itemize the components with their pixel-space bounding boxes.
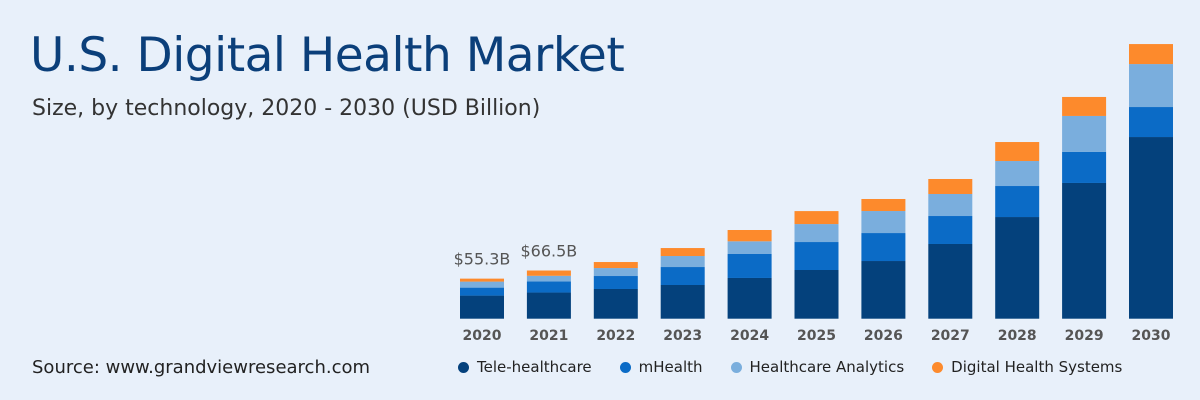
bar-segment-mhealth-2021 bbox=[526, 281, 571, 293]
bar-segment-healthcare-analytics-2020 bbox=[460, 281, 504, 288]
bar-segment-healthcare-analytics-2026 bbox=[861, 211, 906, 234]
bar-segment-tele-healthcare-2026 bbox=[861, 261, 906, 319]
chart-subtitle: Size, by technology, 2020 - 2030 (USD Bi… bbox=[32, 96, 541, 121]
x-tick-label: 2026 bbox=[864, 328, 903, 344]
bar-segment-digital-health-systems-2024 bbox=[727, 230, 772, 242]
legend-item: Digital Health Systems bbox=[932, 358, 1122, 376]
bar-segment-tele-healthcare-2023 bbox=[660, 285, 705, 319]
x-tick-label: 2024 bbox=[730, 328, 769, 344]
bar-segment-healthcare-analytics-2029 bbox=[1062, 115, 1107, 152]
x-tick-label: 2029 bbox=[1065, 328, 1104, 344]
bar-segment-healthcare-analytics-2028 bbox=[995, 161, 1040, 187]
bar-segment-mhealth-2025 bbox=[794, 242, 839, 271]
bar-segment-digital-health-systems-2023 bbox=[660, 248, 705, 257]
bar-segment-tele-healthcare-2027 bbox=[928, 243, 973, 319]
legend: Tele-healthcare mHealth Healthcare Analyti… bbox=[458, 358, 1150, 376]
bar-segment-tele-healthcare-2025 bbox=[794, 270, 839, 319]
data-label: $66.5B bbox=[521, 242, 578, 261]
bar-segment-mhealth-2028 bbox=[995, 186, 1040, 218]
bar-segment-tele-healthcare-2021 bbox=[526, 292, 571, 319]
bar-segment-digital-health-systems-2029 bbox=[1062, 96, 1107, 116]
x-tick-label: 2020 bbox=[463, 328, 502, 344]
x-tick-label: 2027 bbox=[931, 328, 970, 344]
bar-segment-tele-healthcare-2028 bbox=[995, 217, 1040, 319]
bar-segment-mhealth-2023 bbox=[660, 267, 705, 286]
legend-dot-icon bbox=[619, 361, 631, 373]
bar-segment-healthcare-analytics-2022 bbox=[593, 268, 638, 277]
bar-segment-mhealth-2020 bbox=[460, 287, 504, 296]
bar-segment-digital-health-systems-2025 bbox=[794, 211, 839, 225]
bar-segment-digital-health-systems-2021 bbox=[526, 270, 571, 276]
bar-segment-mhealth-2026 bbox=[861, 233, 906, 262]
legend-dot-icon bbox=[458, 361, 469, 373]
bar-segment-tele-healthcare-2024 bbox=[727, 277, 772, 319]
legend-dot-icon bbox=[932, 361, 944, 373]
x-tick-label: 2025 bbox=[797, 328, 836, 344]
bar-segment-healthcare-analytics-2024 bbox=[727, 241, 772, 254]
legend-dot-icon bbox=[730, 361, 742, 373]
bar-segment-mhealth-2024 bbox=[727, 253, 772, 278]
legend-item: mHealth bbox=[619, 358, 703, 376]
source-text: Source: www.grandviewresearch.com bbox=[32, 357, 371, 378]
bar-segment-tele-healthcare-2030 bbox=[1129, 137, 1173, 319]
x-tick-label: 2021 bbox=[529, 328, 568, 344]
bar-segment-tele-healthcare-2020 bbox=[460, 295, 504, 319]
bar-segment-healthcare-analytics-2027 bbox=[928, 193, 973, 217]
legend-label: Digital Health Systems bbox=[951, 358, 1123, 376]
chart-title: U.S. Digital Health Market bbox=[30, 28, 625, 83]
bar-segment-digital-health-systems-2022 bbox=[593, 262, 638, 269]
bar-segment-tele-healthcare-2029 bbox=[1062, 182, 1107, 319]
data-label: $55.3B bbox=[454, 250, 511, 269]
bar-segment-mhealth-2022 bbox=[593, 276, 638, 289]
x-tick-label: 2023 bbox=[663, 328, 702, 344]
bar-segment-mhealth-2030 bbox=[1129, 107, 1173, 138]
bar-segment-digital-health-systems-2030 bbox=[1129, 44, 1173, 65]
bar-segment-tele-healthcare-2022 bbox=[593, 288, 638, 319]
legend-label: Tele-healthcare bbox=[477, 358, 592, 376]
bar-segment-healthcare-analytics-2025 bbox=[794, 224, 839, 243]
x-tick-label: 2028 bbox=[998, 328, 1037, 344]
bar-segment-mhealth-2029 bbox=[1062, 151, 1107, 183]
legend-label: mHealth bbox=[638, 358, 703, 376]
bar-segment-healthcare-analytics-2021 bbox=[526, 275, 571, 282]
bar-segment-healthcare-analytics-2023 bbox=[660, 256, 705, 268]
bar-segment-digital-health-systems-2027 bbox=[928, 178, 973, 194]
x-tick-label: 2030 bbox=[1132, 328, 1171, 344]
bar-segment-healthcare-analytics-2030 bbox=[1129, 64, 1173, 108]
bar-segment-digital-health-systems-2020 bbox=[460, 278, 504, 282]
legend-item: Tele-healthcare bbox=[458, 358, 592, 376]
legend-label: Healthcare Analytics bbox=[749, 358, 905, 376]
bar-segment-mhealth-2027 bbox=[928, 216, 973, 244]
bar-segment-digital-health-systems-2026 bbox=[861, 198, 906, 212]
x-tick-label: 2022 bbox=[596, 328, 635, 344]
bar-segment-digital-health-systems-2028 bbox=[995, 142, 1040, 162]
legend-item: Healthcare Analytics bbox=[730, 358, 905, 376]
